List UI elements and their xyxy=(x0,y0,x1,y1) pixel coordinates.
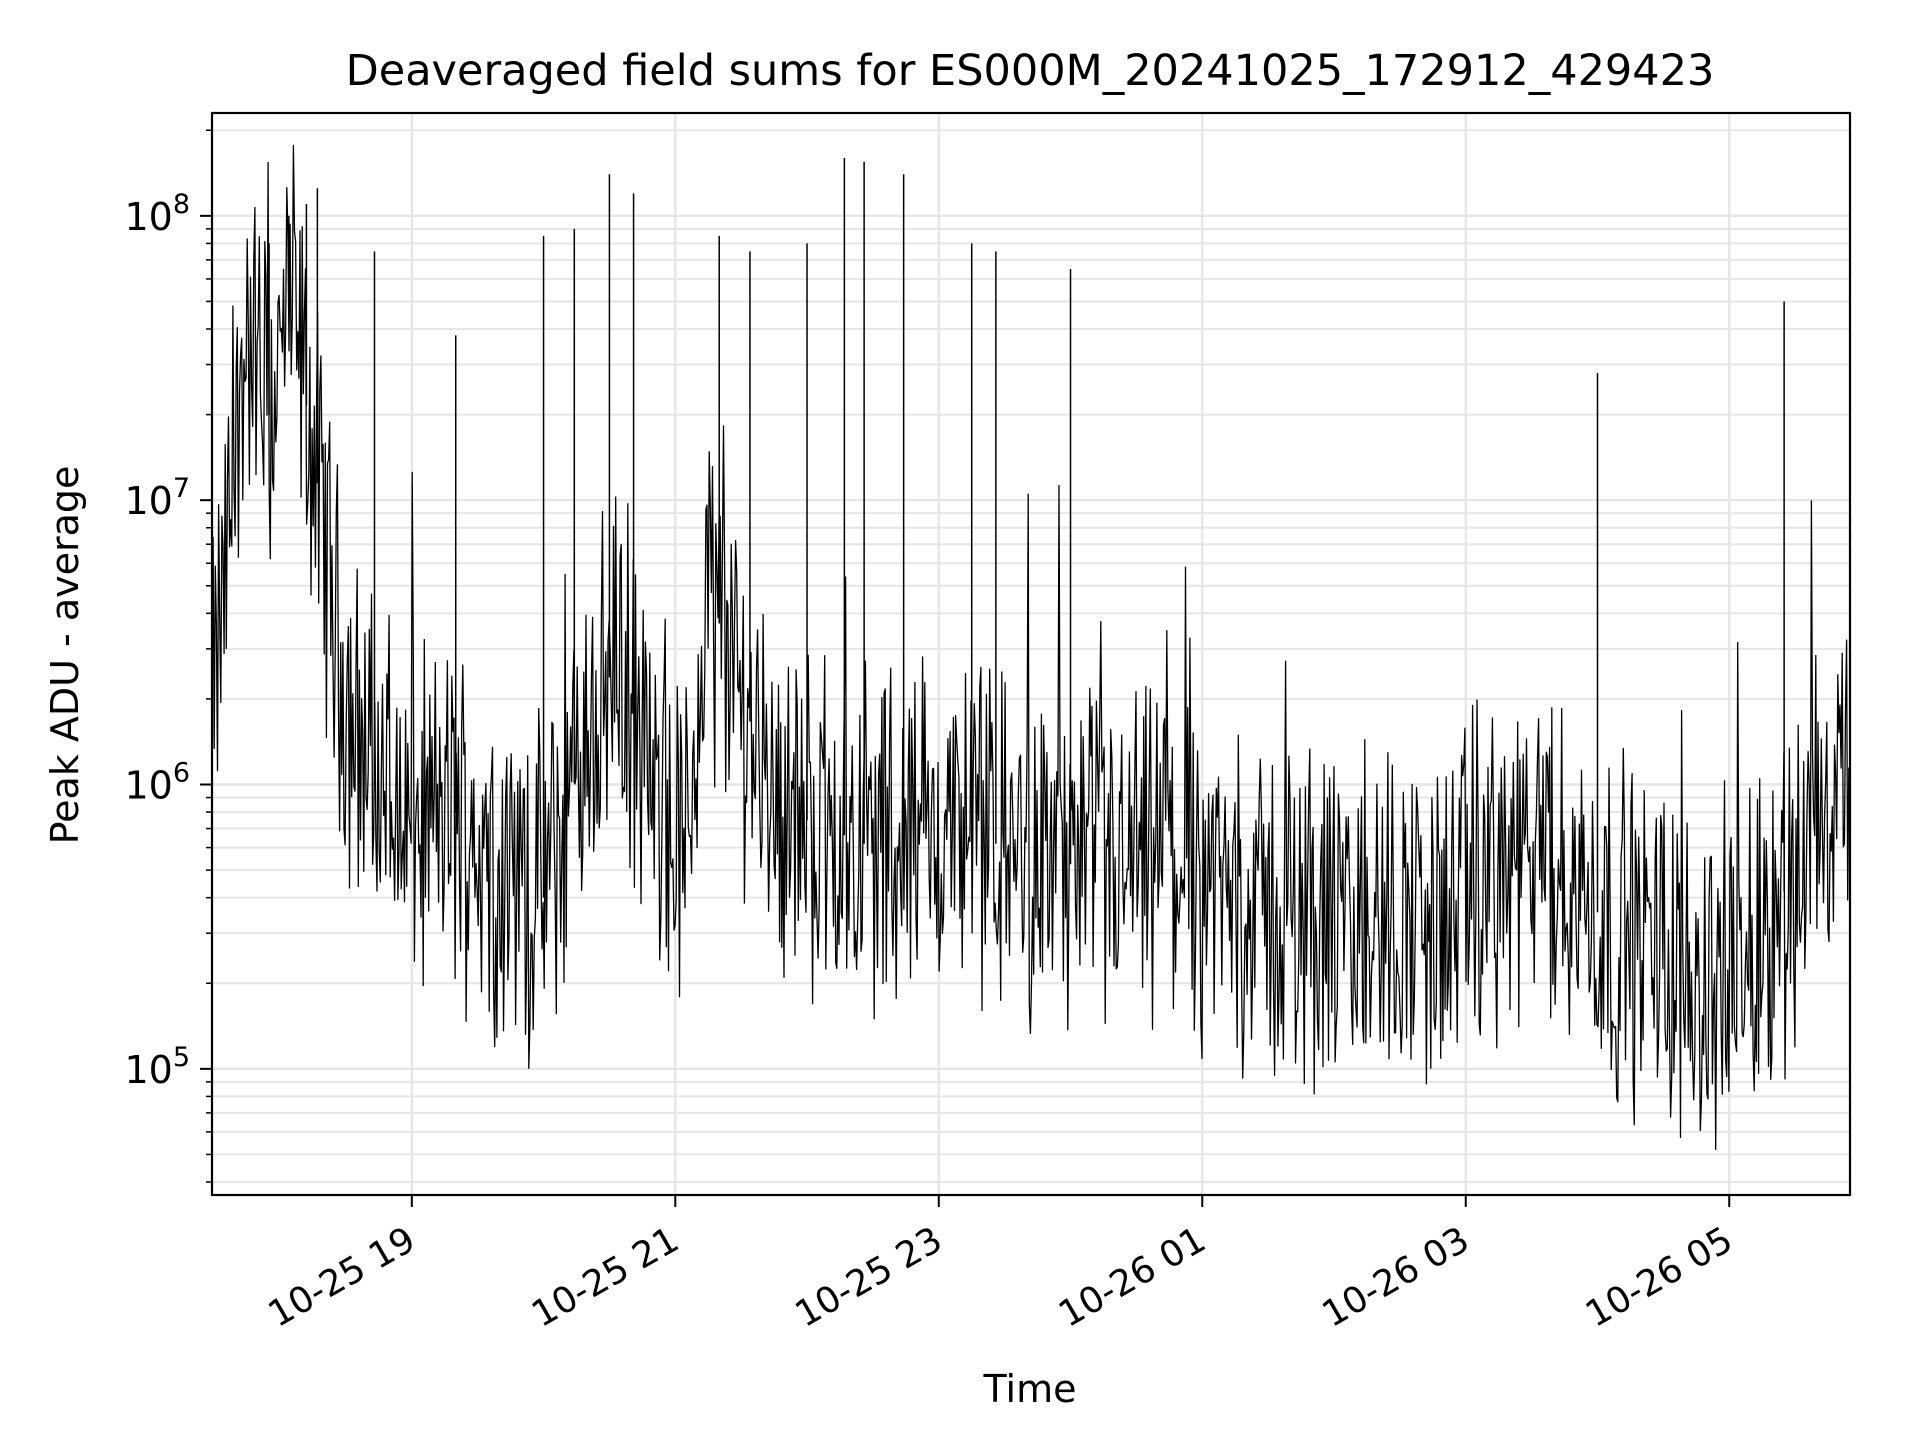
y-tick-label: 107 xyxy=(124,473,190,523)
y-axis-ticks: 105 106 107 108 xyxy=(124,129,212,1183)
grid xyxy=(212,113,1850,1195)
axes-frame xyxy=(210,111,1852,1197)
y-axis-label: Peak ADU - average xyxy=(43,466,87,845)
y-tick-label: 105 xyxy=(124,1042,190,1092)
chart-title: Deaveraged field sums for ES000M_2024102… xyxy=(346,46,1715,96)
y-tick-label: 106 xyxy=(124,758,190,808)
series-line xyxy=(211,144,1851,1151)
series-polyline xyxy=(211,144,1851,1151)
y-tick-label: 108 xyxy=(124,189,190,239)
x-axis-label: Time xyxy=(983,1367,1077,1411)
